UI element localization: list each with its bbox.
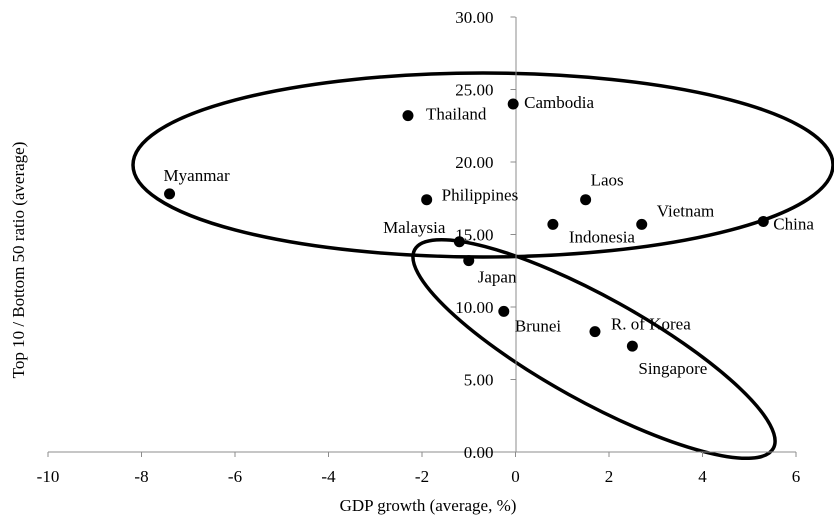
x-tick-label: 6 bbox=[792, 467, 801, 486]
point-label: Cambodia bbox=[524, 93, 594, 112]
point-label: Indonesia bbox=[569, 227, 636, 246]
point-label: Brunei bbox=[515, 316, 562, 335]
data-point bbox=[589, 326, 601, 338]
data-point bbox=[421, 194, 433, 206]
data-point bbox=[626, 340, 638, 352]
point-label: China bbox=[773, 214, 814, 233]
x-tick-label: 2 bbox=[605, 467, 614, 486]
data-point bbox=[402, 110, 414, 122]
y-axis-title: Top 10 / Bottom 50 ratio (average) bbox=[9, 142, 28, 379]
point-label: Myanmar bbox=[164, 166, 230, 185]
y-tick-label: 15.00 bbox=[455, 226, 493, 245]
point-label: Philippines bbox=[442, 186, 519, 205]
point-label: Laos bbox=[591, 171, 624, 190]
x-tick-label: -6 bbox=[228, 467, 242, 486]
x-ticks: -10 -8 -6 -4 -2 0 2 4 6 bbox=[37, 452, 801, 486]
data-point bbox=[757, 215, 769, 227]
data-point bbox=[547, 218, 559, 230]
y-tick-label: 5.00 bbox=[464, 371, 494, 390]
data-point bbox=[636, 218, 648, 230]
y-tick-label: 0.00 bbox=[464, 443, 494, 462]
data-point bbox=[580, 194, 592, 206]
data-points: Myanmar Thailand Cambodia Philippines Laos In… bbox=[164, 93, 815, 378]
point-label: Vietnam bbox=[657, 201, 715, 220]
y-tick-label: 10.00 bbox=[455, 298, 493, 317]
point-label: Thailand bbox=[426, 105, 487, 124]
x-tick-label: -4 bbox=[321, 467, 336, 486]
x-tick-label: -10 bbox=[37, 467, 60, 486]
y-tick-label: 25.00 bbox=[455, 81, 493, 100]
point-label: Singapore bbox=[638, 359, 707, 378]
y-tick-label: 20.00 bbox=[455, 153, 493, 172]
data-point bbox=[453, 236, 465, 248]
data-point bbox=[463, 255, 475, 267]
lower-cluster-ellipse bbox=[411, 237, 777, 461]
point-label: Japan bbox=[478, 268, 517, 287]
point-label: Malaysia bbox=[383, 218, 446, 237]
x-tick-label: 4 bbox=[698, 467, 707, 486]
x-tick-label: -8 bbox=[134, 467, 148, 486]
data-point bbox=[498, 305, 510, 317]
y-tick-label: 30.00 bbox=[455, 8, 493, 27]
y-ticks: 0.00 5.00 10.00 15.00 20.00 25.00 30.00 bbox=[455, 8, 516, 462]
x-tick-label: 0 bbox=[511, 467, 520, 486]
point-label: R. of Korea bbox=[611, 315, 691, 334]
x-axis-title: GDP growth (average, %) bbox=[340, 496, 517, 515]
upper-cluster-ellipse bbox=[131, 71, 834, 259]
x-tick-label: -2 bbox=[415, 467, 429, 486]
data-point bbox=[164, 188, 176, 200]
data-point bbox=[507, 98, 519, 110]
